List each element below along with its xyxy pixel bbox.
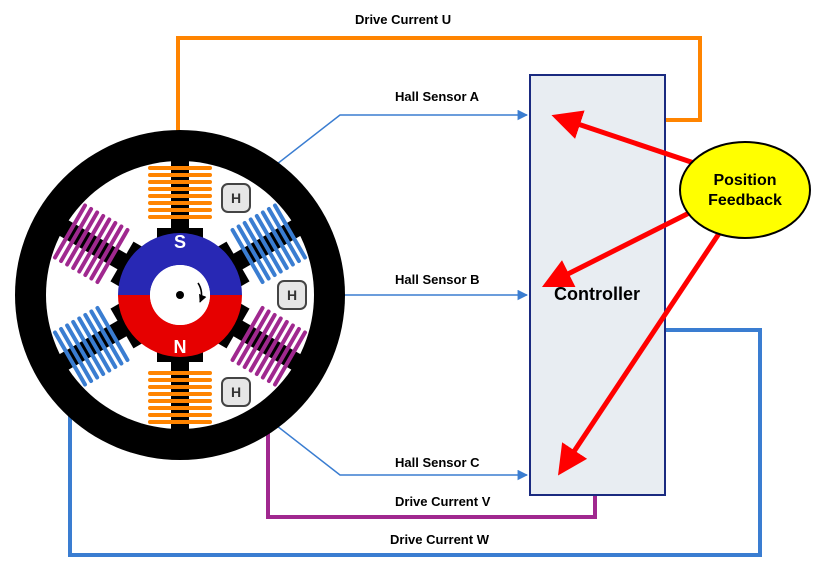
label-drive-current-v: Drive Current V (395, 494, 490, 509)
feedback-label-1: Position (713, 172, 776, 189)
label-drive-current-u: Drive Current U (355, 12, 451, 27)
hall-sensor-b: H (278, 281, 306, 309)
motor-controller-diagram: Controller Position Feedback S N H H H (0, 0, 830, 579)
hall-sensor-a: H (222, 184, 250, 212)
controller-label: Controller (554, 284, 640, 304)
svg-text:H: H (287, 287, 297, 303)
svg-text:H: H (231, 190, 241, 206)
label-drive-current-w: Drive Current W (390, 532, 489, 547)
rotor-s-label: S (174, 232, 186, 252)
position-feedback-bubble (680, 142, 810, 238)
rotor: S N (118, 232, 242, 357)
motor-assembly: S N H H H (15, 130, 345, 460)
label-hall-sensor-b: Hall Sensor B (395, 272, 480, 287)
rotor-n-label: N (174, 337, 187, 357)
label-hall-sensor-a: Hall Sensor A (395, 89, 479, 104)
hall-sensor-c: H (222, 378, 250, 406)
label-hall-sensor-c: Hall Sensor C (395, 455, 480, 470)
svg-text:H: H (231, 384, 241, 400)
feedback-label-2: Feedback (708, 192, 782, 209)
